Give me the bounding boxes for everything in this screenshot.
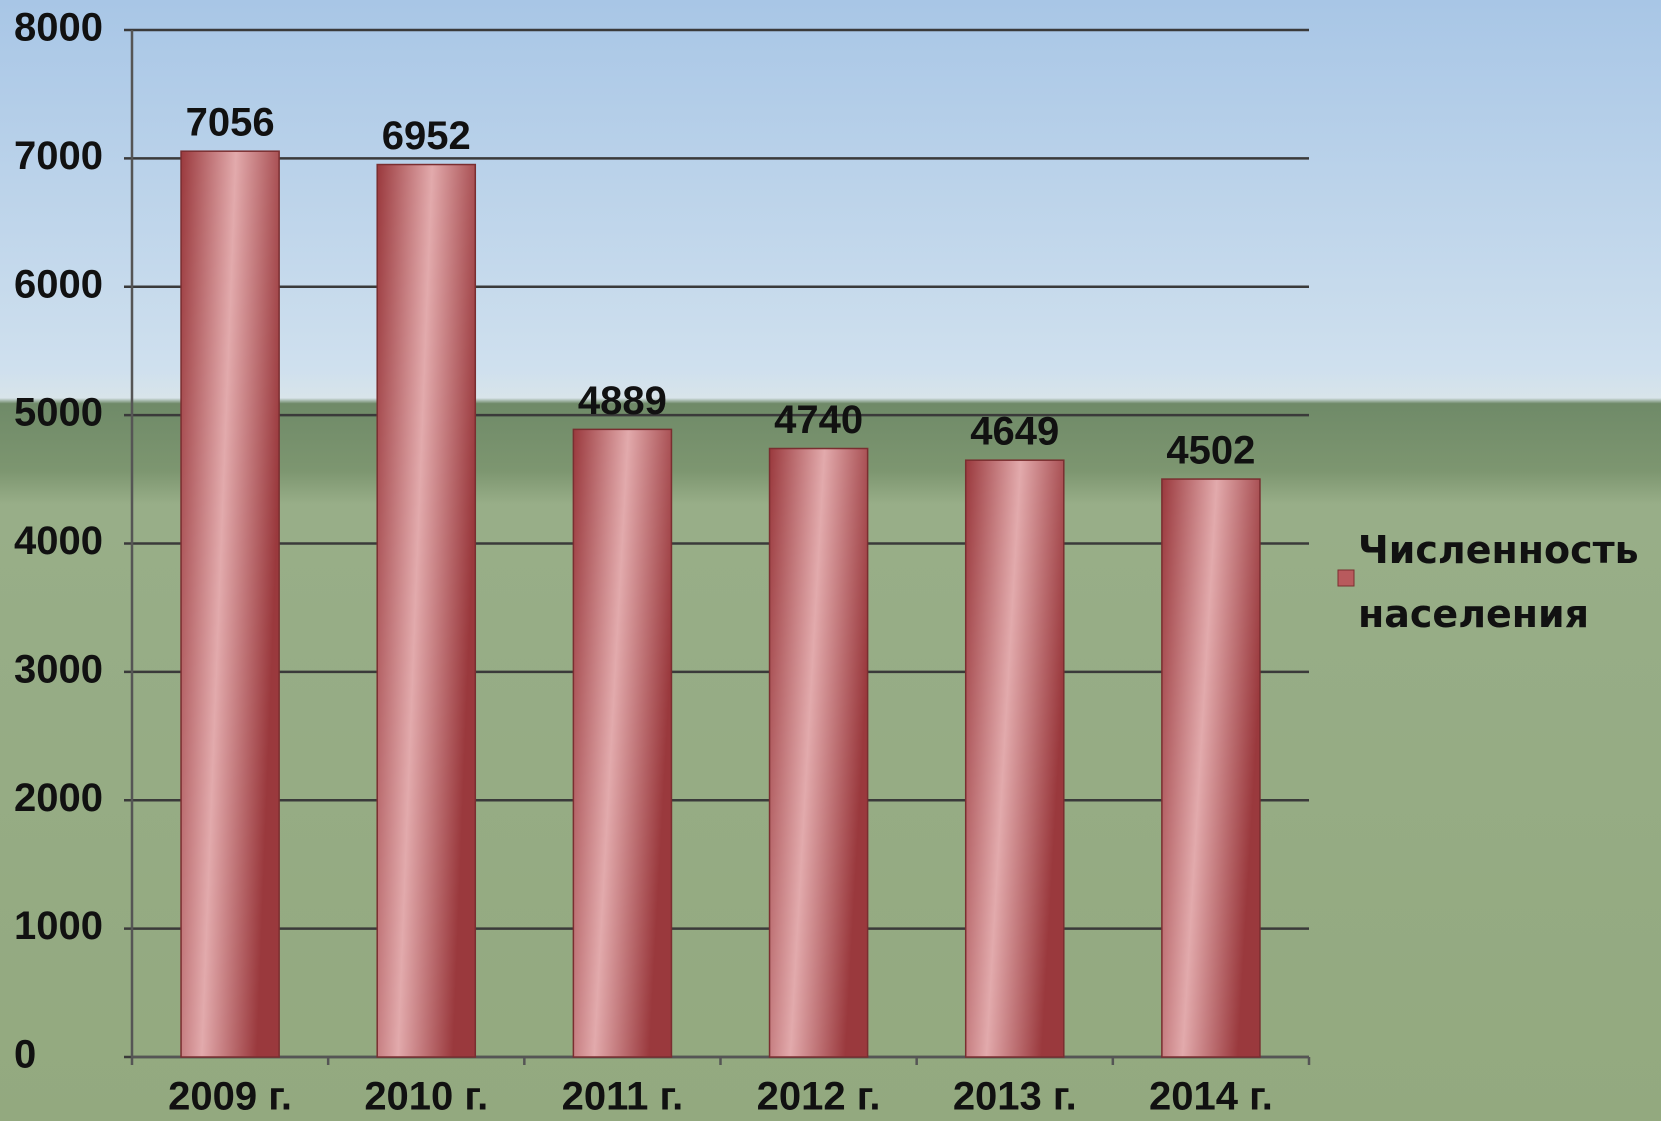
x-tick-label: 2012 г. <box>757 1075 881 1119</box>
legend-swatch <box>1338 570 1354 586</box>
bar <box>770 449 868 1057</box>
legend-label: Численность населения <box>1358 518 1658 646</box>
value-label: 4649 <box>970 410 1059 454</box>
value-label: 4889 <box>578 379 667 423</box>
bar <box>1162 479 1260 1057</box>
value-label: 4740 <box>774 398 863 442</box>
bar <box>377 165 475 1057</box>
x-tick-label: 2009 г. <box>168 1075 292 1119</box>
x-tick-label: 2014 г. <box>1149 1075 1273 1119</box>
y-tick-label: 7000 <box>14 134 103 178</box>
x-tick-label: 2010 г. <box>364 1075 488 1119</box>
y-tick-label: 0 <box>14 1033 36 1077</box>
x-tick-label: 2011 г. <box>562 1075 684 1119</box>
y-tick-label: 4000 <box>14 519 103 563</box>
page: 0 1000 2000 3000 4000 5000 6000 7000 8000 2009 г.… <box>0 0 1661 1121</box>
bar <box>966 460 1064 1057</box>
bar <box>573 429 671 1057</box>
bar <box>181 151 279 1057</box>
x-tick-label: 2013 г. <box>953 1075 1077 1119</box>
y-tick-label: 6000 <box>14 262 103 306</box>
value-label: 7056 <box>186 101 275 145</box>
y-tick-label: 3000 <box>14 647 103 691</box>
value-label: 4502 <box>1166 429 1255 473</box>
value-label: 6952 <box>382 114 471 158</box>
y-tick-label: 1000 <box>14 904 103 948</box>
y-tick-label: 5000 <box>14 391 103 435</box>
y-tick-label: 8000 <box>14 6 103 50</box>
y-tick-label: 2000 <box>14 776 103 820</box>
